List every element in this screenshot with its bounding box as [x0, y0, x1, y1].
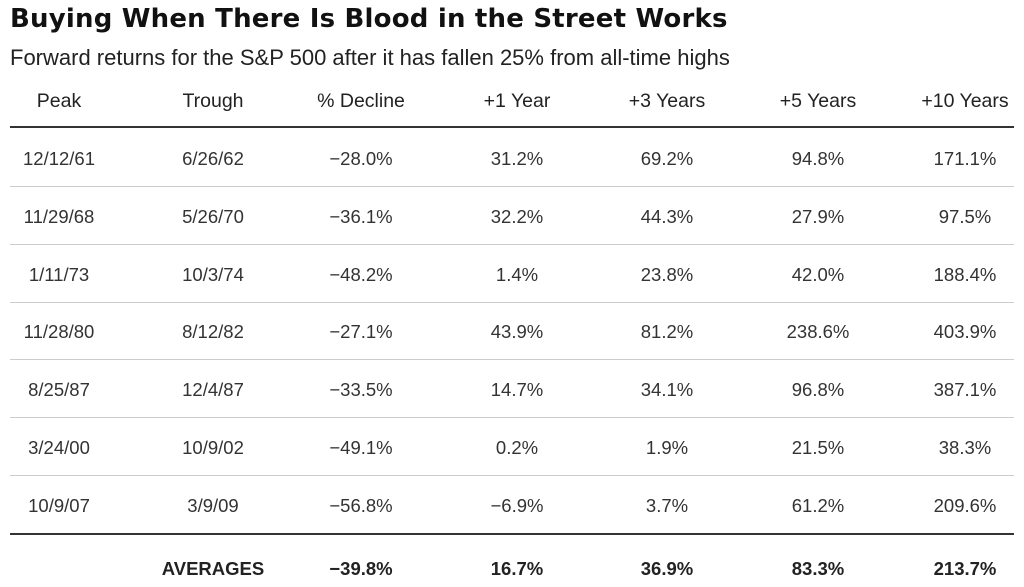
table-cell: 31.2%: [490, 148, 544, 169]
average-value: 36.9%: [640, 558, 694, 579]
header-rule: [10, 126, 1014, 128]
row-divider: [10, 359, 1014, 360]
average-value: 213.7%: [933, 558, 997, 579]
table-cell: 8/12/82: [182, 321, 244, 343]
table-cell: 0.2%: [495, 437, 539, 458]
table-cell: 209.6%: [933, 494, 997, 516]
table-cell: 10/9/07: [28, 494, 90, 516]
table-cell: 10/9/02: [182, 437, 244, 458]
table-cell: 23.8%: [640, 263, 694, 285]
averages-label: AVERAGES: [161, 558, 265, 579]
table-cell: 11/28/80: [23, 321, 95, 343]
table-cell: 1.9%: [645, 437, 689, 458]
table-cell: 8/25/87: [28, 379, 90, 401]
row-divider: [10, 417, 1014, 418]
table-cell: −56.8%: [329, 494, 393, 516]
column-header: Trough: [182, 90, 244, 112]
table-cell: 81.2%: [640, 321, 694, 343]
table-cell: −28.0%: [329, 148, 393, 169]
average-value: −39.8%: [329, 558, 393, 579]
column-header: +1 Year: [483, 90, 551, 112]
column-header: % Decline: [317, 90, 405, 112]
table-cell: 97.5%: [938, 205, 992, 227]
table-cell: 5/26/70: [182, 205, 244, 227]
column-header: +10 Years: [921, 90, 1009, 112]
table-cell: 10/3/74: [182, 263, 244, 285]
table-cell: 43.9%: [490, 321, 544, 343]
table-cell: 21.5%: [791, 437, 845, 458]
chart-subtitle: Forward returns for the S&P 500 after it…: [10, 45, 730, 70]
table-cell: 61.2%: [791, 494, 845, 516]
table-cell: −6.9%: [490, 494, 544, 516]
table-cell: 3/24/00: [28, 437, 90, 458]
table-cell: 3.7%: [645, 494, 689, 516]
chart-title: Buying When There Is Blood in the Street…: [10, 4, 728, 34]
table-cell: 44.3%: [640, 205, 694, 227]
table-cell: 11/29/68: [23, 205, 95, 227]
table-cell: 69.2%: [640, 148, 694, 169]
table-cell: −48.2%: [329, 263, 393, 285]
table-cell: 14.7%: [490, 379, 544, 401]
averages-rule: [10, 533, 1014, 535]
table-cell: 1.4%: [495, 263, 539, 285]
table-cell: 188.4%: [933, 263, 997, 285]
table-cell: 403.9%: [933, 321, 997, 343]
table-cell: 96.8%: [791, 379, 845, 401]
table-cell: −33.5%: [329, 379, 393, 401]
table-cell: 12/4/87: [182, 379, 244, 401]
table-cell: 171.1%: [933, 148, 997, 169]
average-value: 16.7%: [490, 558, 544, 579]
table-cell: 42.0%: [791, 263, 845, 285]
table-cell: 6/26/62: [182, 148, 244, 169]
table-cell: 387.1%: [933, 379, 997, 401]
column-header: +3 Years: [628, 90, 706, 112]
table-cell: 27.9%: [791, 205, 845, 227]
row-divider: [10, 302, 1014, 303]
row-divider: [10, 475, 1014, 476]
table-cell: 3/9/09: [187, 494, 239, 516]
table-cell: 94.8%: [791, 148, 845, 169]
table-cell: −49.1%: [329, 437, 393, 458]
table-cell: 12/12/61: [22, 148, 96, 169]
table-cell: 38.3%: [938, 437, 992, 458]
table-cell: 32.2%: [490, 205, 544, 227]
table-cell: −36.1%: [329, 205, 393, 227]
table-cell: 238.6%: [786, 321, 850, 343]
row-divider: [10, 186, 1014, 187]
average-value: 83.3%: [791, 558, 845, 579]
table-cell: 34.1%: [640, 379, 694, 401]
table-cell: −27.1%: [329, 321, 393, 343]
column-header: +5 Years: [779, 90, 857, 112]
table-cell: 1/11/73: [28, 263, 90, 285]
row-divider: [10, 244, 1014, 245]
column-header: Peak: [36, 90, 82, 112]
